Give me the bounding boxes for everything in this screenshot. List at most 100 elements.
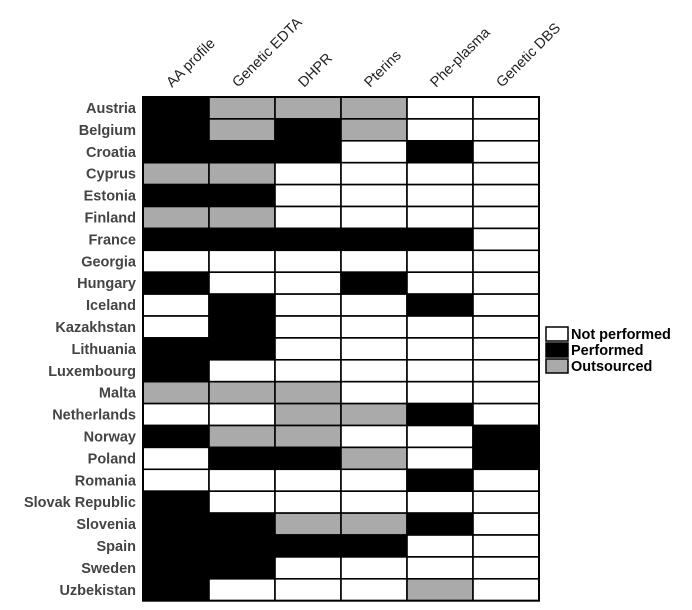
cell-iceland-dhpr bbox=[274, 293, 342, 317]
cell-estonia-phe-plasma bbox=[406, 183, 474, 208]
cell-malta-genetic-dbs bbox=[472, 380, 540, 405]
cell-hungary-dhpr bbox=[274, 271, 342, 295]
cell-uzbekistan-genetic-edta bbox=[208, 577, 276, 602]
legend-swatch-performed bbox=[545, 342, 569, 358]
row-label-kazakhstan: Kazakhstan bbox=[55, 320, 136, 336]
cell-slovenia-dhpr bbox=[274, 512, 342, 536]
cell-georgia-dhpr bbox=[274, 249, 342, 274]
cell-sweden-dhpr bbox=[274, 556, 342, 580]
cell-slovenia-genetic-edta bbox=[208, 512, 276, 536]
row-label-spain: Spain bbox=[97, 539, 136, 555]
cell-norway-genetic-edta bbox=[208, 424, 276, 449]
row-label-finland: Finland bbox=[84, 210, 136, 226]
cell-spain-genetic-edta bbox=[208, 534, 276, 558]
column-label-phe-plasma: Phe-plasma bbox=[428, 24, 495, 91]
cell-finland-phe-plasma bbox=[406, 205, 474, 230]
cell-norway-phe-plasma bbox=[406, 424, 474, 449]
cell-poland-phe-plasma bbox=[406, 446, 474, 471]
cell-croatia-phe-plasma bbox=[406, 140, 474, 164]
cell-croatia-genetic-dbs bbox=[472, 140, 540, 164]
cell-norway-genetic-dbs bbox=[472, 424, 540, 449]
row-label-france: France bbox=[88, 232, 136, 248]
cell-slovenia-genetic-dbs bbox=[472, 512, 540, 536]
cell-iceland-pterins bbox=[340, 293, 408, 317]
cell-iceland-genetic-edta bbox=[208, 293, 276, 317]
row-label-uzbekistan: Uzbekistan bbox=[59, 583, 136, 599]
row-label-luxembourg: Luxembourg bbox=[48, 364, 136, 380]
cell-austria-dhpr bbox=[274, 96, 342, 120]
cell-slovak-republic-dhpr bbox=[274, 490, 342, 514]
cell-georgia-genetic-dbs bbox=[472, 249, 540, 274]
cell-slovak-republic-phe-plasma bbox=[406, 490, 474, 514]
row-label-sweden: Sweden bbox=[81, 561, 136, 577]
cell-finland-genetic-edta bbox=[208, 205, 276, 230]
cell-romania-phe-plasma bbox=[406, 468, 474, 492]
column-label-dhpr: DHPR bbox=[296, 50, 336, 90]
cell-austria-pterins bbox=[340, 96, 408, 120]
cell-uzbekistan-dhpr bbox=[274, 577, 342, 602]
row-label-croatia: Croatia bbox=[86, 145, 137, 161]
cell-spain-phe-plasma bbox=[406, 534, 474, 558]
legend-swatch-outsourced bbox=[545, 358, 569, 374]
cell-georgia-aa-profile bbox=[142, 249, 210, 274]
cell-belgium-dhpr bbox=[274, 118, 342, 142]
row-label-georgia: Georgia bbox=[81, 254, 137, 270]
cell-finland-pterins bbox=[340, 205, 408, 230]
cell-estonia-genetic-edta bbox=[208, 183, 276, 208]
cell-slovenia-aa-profile bbox=[142, 512, 210, 536]
cell-netherlands-genetic-dbs bbox=[472, 402, 540, 427]
cell-spain-pterins bbox=[340, 534, 408, 558]
cell-lithuania-dhpr bbox=[274, 337, 342, 361]
cell-slovenia-phe-plasma bbox=[406, 512, 474, 536]
cell-estonia-aa-profile bbox=[142, 183, 210, 208]
cell-kazakhstan-dhpr bbox=[274, 315, 342, 339]
cell-france-genetic-dbs bbox=[472, 227, 540, 252]
cell-georgia-genetic-edta bbox=[208, 249, 276, 274]
cell-kazakhstan-aa-profile bbox=[142, 315, 210, 339]
cell-romania-aa-profile bbox=[142, 468, 210, 492]
legend-label-outsourced: Outsourced bbox=[571, 359, 652, 375]
legend-label-performed: Performed bbox=[571, 343, 644, 359]
cell-poland-genetic-dbs bbox=[472, 446, 540, 471]
cell-luxembourg-dhpr bbox=[274, 358, 342, 383]
cell-sweden-genetic-edta bbox=[208, 556, 276, 580]
cell-slovak-republic-genetic-dbs bbox=[472, 490, 540, 514]
cell-norway-dhpr bbox=[274, 424, 342, 449]
cell-estonia-dhpr bbox=[274, 183, 342, 208]
column-label-pterins: Pterins bbox=[362, 48, 405, 91]
heatmap-cells bbox=[142, 96, 540, 602]
cell-belgium-pterins bbox=[340, 118, 408, 142]
cell-lithuania-aa-profile bbox=[142, 337, 210, 361]
cell-hungary-genetic-edta bbox=[208, 271, 276, 295]
cell-hungary-genetic-dbs bbox=[472, 271, 540, 295]
column-label-genetic-dbs: Genetic DBS bbox=[494, 20, 565, 91]
cell-austria-genetic-edta bbox=[208, 96, 276, 120]
cell-luxembourg-aa-profile bbox=[142, 358, 210, 383]
row-label-slovenia: Slovenia bbox=[76, 517, 137, 533]
cell-sweden-phe-plasma bbox=[406, 556, 474, 580]
cell-hungary-pterins bbox=[340, 271, 408, 295]
cell-lithuania-genetic-dbs bbox=[472, 337, 540, 361]
cell-spain-aa-profile bbox=[142, 534, 210, 558]
cell-malta-dhpr bbox=[274, 380, 342, 405]
cell-uzbekistan-genetic-dbs bbox=[472, 577, 540, 602]
cell-luxembourg-genetic-edta bbox=[208, 358, 276, 383]
cell-malta-aa-profile bbox=[142, 380, 210, 405]
cell-estonia-genetic-dbs bbox=[472, 183, 540, 208]
row-label-lithuania: Lithuania bbox=[72, 342, 137, 358]
grid-border bbox=[142, 96, 540, 602]
cell-sweden-aa-profile bbox=[142, 556, 210, 580]
cell-kazakhstan-phe-plasma bbox=[406, 315, 474, 339]
cell-france-dhpr bbox=[274, 227, 342, 252]
cell-croatia-aa-profile bbox=[142, 140, 210, 164]
cell-uzbekistan-phe-plasma bbox=[406, 577, 474, 602]
cell-iceland-phe-plasma bbox=[406, 293, 474, 317]
cell-finland-dhpr bbox=[274, 205, 342, 230]
cell-netherlands-aa-profile bbox=[142, 402, 210, 427]
cell-estonia-pterins bbox=[340, 183, 408, 208]
cell-kazakhstan-genetic-edta bbox=[208, 315, 276, 339]
cell-belgium-genetic-dbs bbox=[472, 118, 540, 142]
cell-poland-dhpr bbox=[274, 446, 342, 471]
cell-slovenia-pterins bbox=[340, 512, 408, 536]
